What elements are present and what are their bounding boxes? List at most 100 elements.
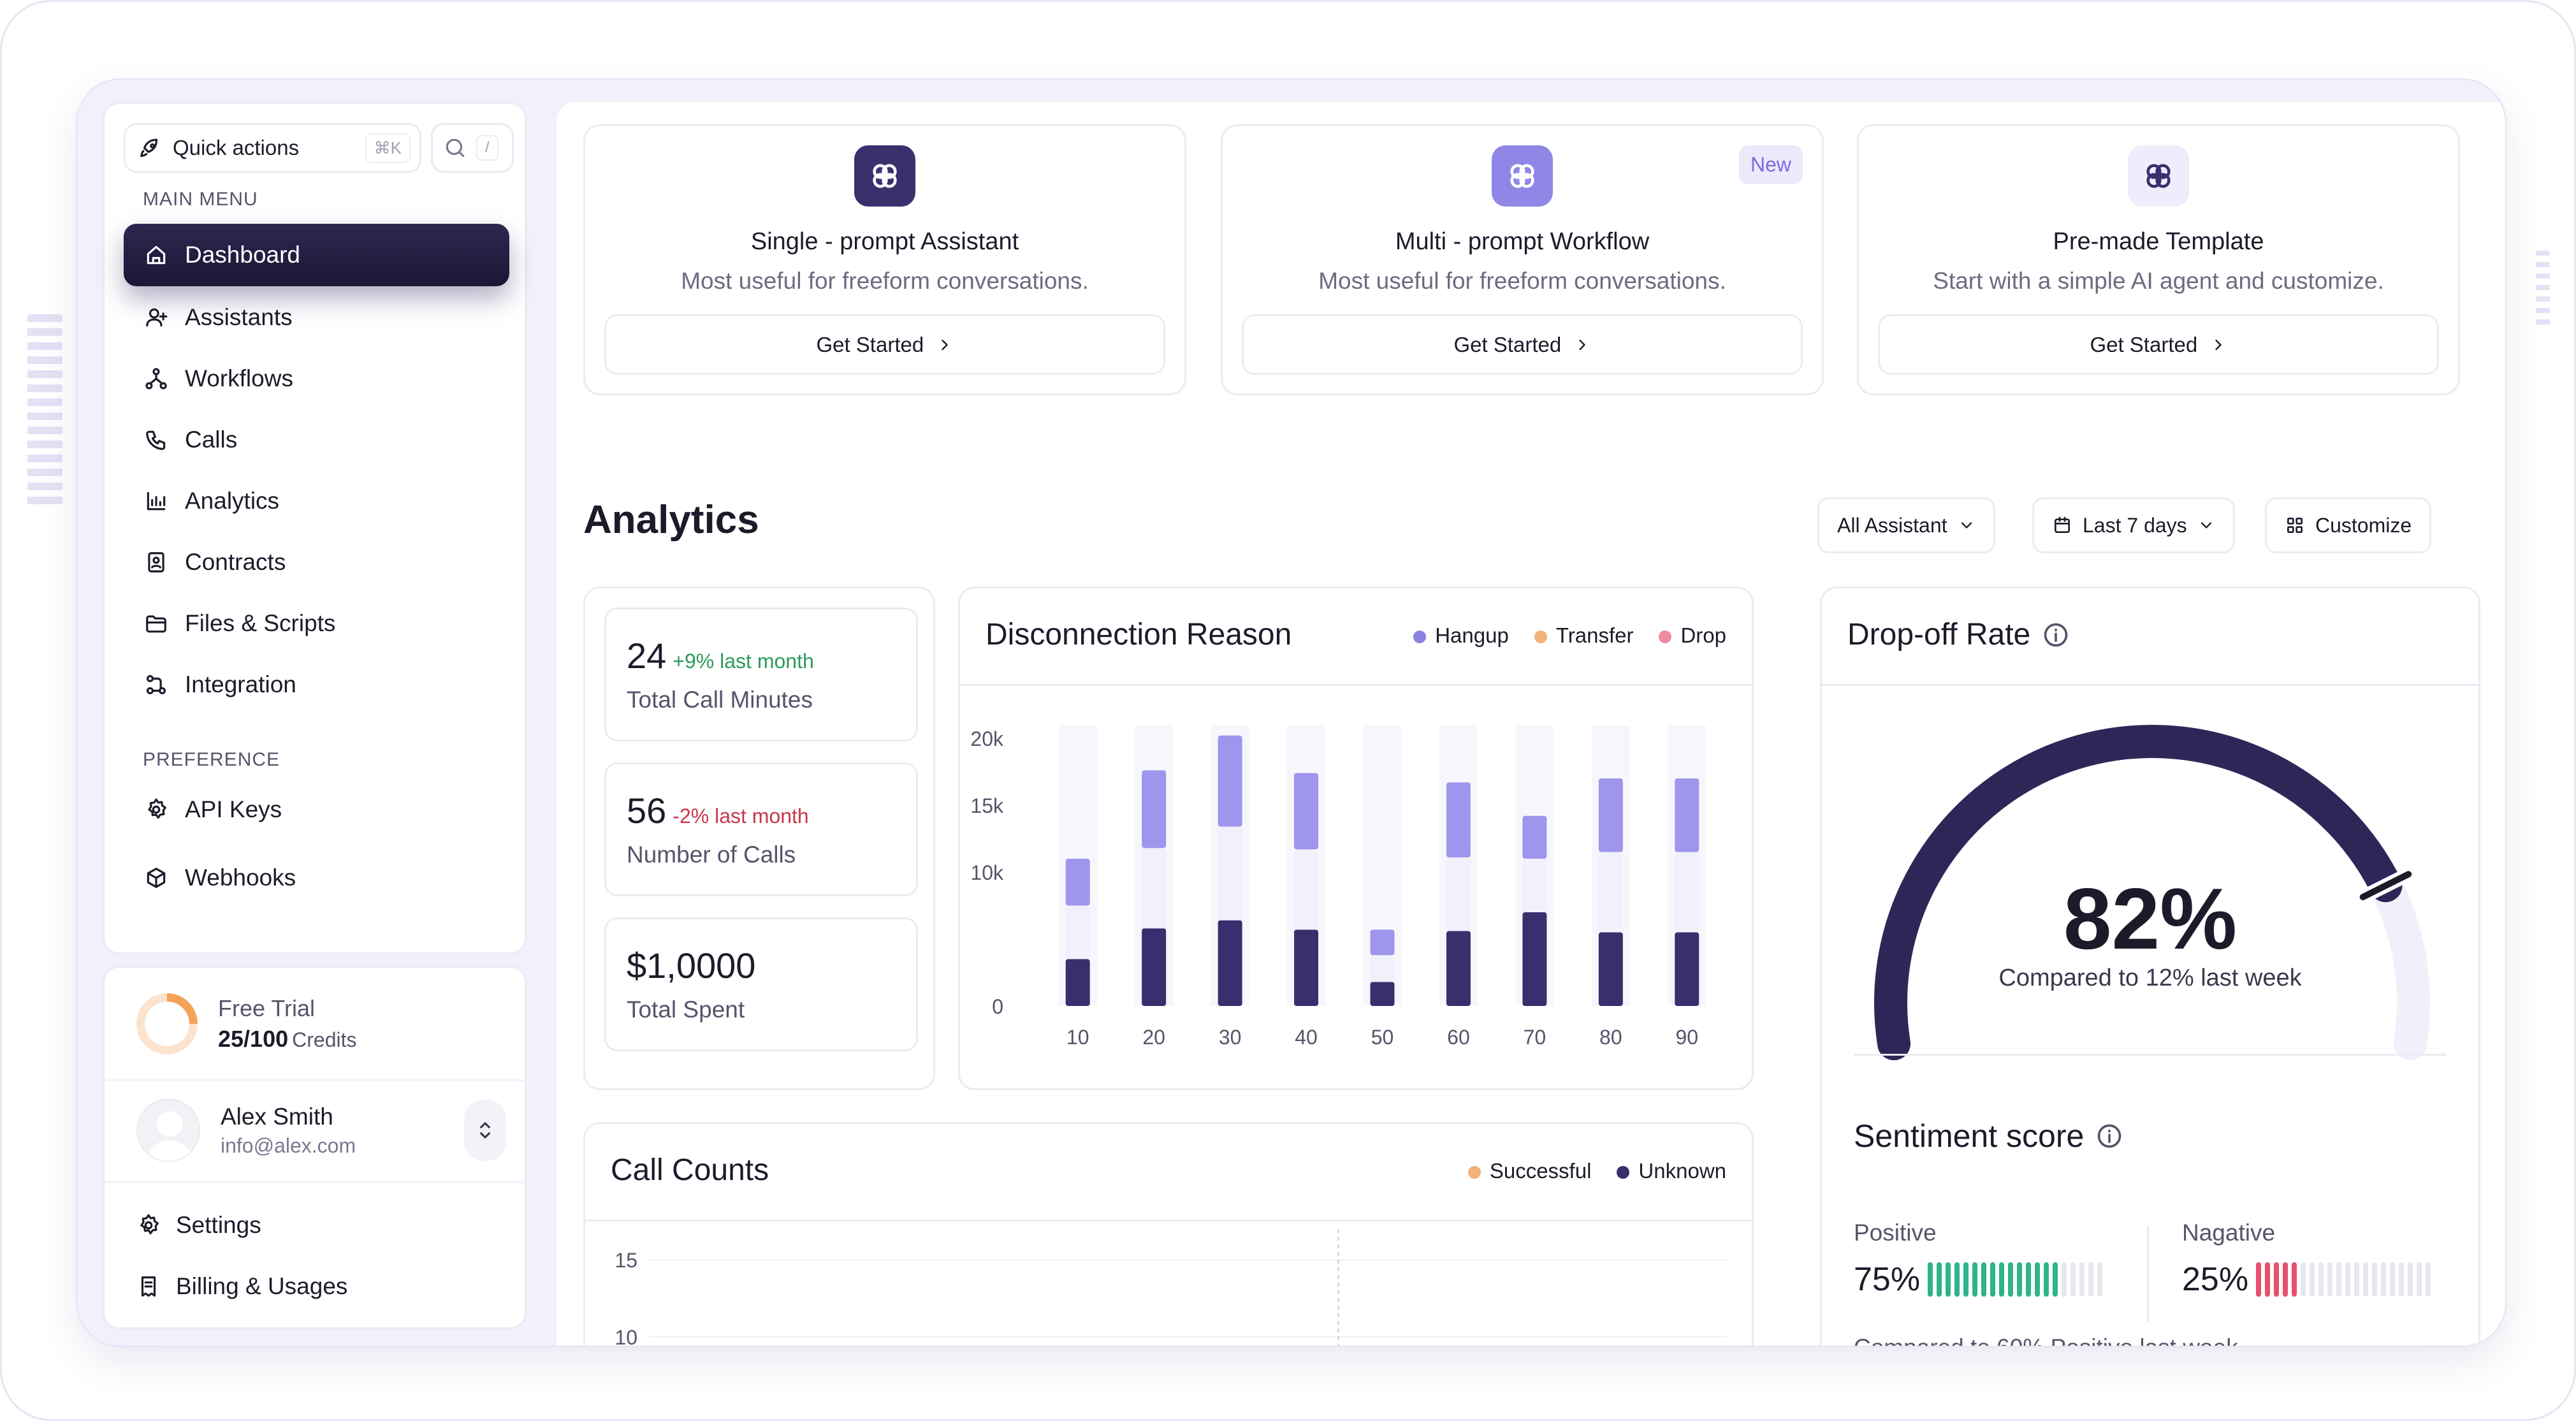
template-card-single: Single - prompt Assistant Most useful fo… — [583, 124, 1186, 395]
sidebar-item-label: Assistants — [185, 304, 293, 330]
divider — [105, 1181, 525, 1183]
bar-segment-drop — [1522, 815, 1547, 859]
meter-tick — [1928, 1262, 1933, 1297]
bar-segment-transfer — [1065, 905, 1090, 959]
date-range-dropdown[interactable]: Last 7 days — [2032, 497, 2235, 553]
sidebar-item-api-keys[interactable]: API Keys — [124, 778, 509, 841]
sidebar-item-label: Dashboard — [185, 242, 301, 268]
bar-segment-transfer — [1675, 852, 1699, 933]
x-tick-label: 10 — [1066, 1026, 1089, 1049]
sidebar-item-webhooks[interactable]: Webhooks — [124, 847, 509, 909]
bar-segment-drop — [1598, 778, 1623, 852]
chevron-right-icon — [941, 339, 948, 350]
call-counts-card: Call Counts Successful Unknown 5 10 15 — [583, 1122, 1754, 1346]
sidebar-item-analytics[interactable]: Analytics — [124, 470, 509, 532]
bar-segment-transfer — [1294, 849, 1319, 930]
sidebar-item-label: Calls — [185, 426, 238, 453]
search-button[interactable]: / — [431, 123, 514, 173]
dropoff-gauge — [1874, 725, 2430, 1060]
sidebar-item-calls[interactable]: Calls — [124, 409, 509, 471]
stat-value: 24 — [627, 636, 667, 676]
folder-icon — [143, 610, 170, 637]
user-profile[interactable]: Alex Smith info@alex.com — [136, 1095, 506, 1165]
x-tick-label: 20 — [1142, 1026, 1165, 1049]
bar-segment-transfer — [1598, 852, 1623, 933]
sidebar-item-label: Analytics — [185, 488, 280, 514]
meter-tick — [2301, 1262, 2306, 1297]
meter-tick — [2062, 1262, 2067, 1297]
settings-link[interactable]: Settings — [136, 1200, 261, 1251]
meter-tick — [2345, 1262, 2351, 1297]
negative-label: Nagative — [2182, 1220, 2276, 1246]
x-tick-label: 90 — [1675, 1026, 1698, 1049]
bar-segment-drop — [1218, 735, 1242, 827]
sidebar-item-label: Integration — [185, 671, 296, 697]
divider — [585, 1220, 1752, 1221]
info-icon[interactable] — [2095, 1122, 2123, 1150]
sidebar-item-integration[interactable]: Integration — [124, 653, 509, 716]
meter-tick — [1999, 1262, 2005, 1297]
sidebar-item-workflows[interactable]: Workflows — [124, 347, 509, 410]
meter-tick — [2292, 1262, 2297, 1297]
sentiment-footer: Compared to 60% Positive last week — [1854, 1334, 2238, 1346]
legend-item-successful: Successful — [1467, 1159, 1591, 1183]
main-content: Single - prompt Assistant Most useful fo… — [557, 102, 2505, 1346]
legend-item-transfer: Transfer — [1534, 623, 1633, 648]
meter-tick — [2026, 1262, 2032, 1297]
meter-tick — [2408, 1262, 2413, 1297]
get-started-button[interactable]: Get Started — [1878, 314, 2439, 375]
meter-tick — [2372, 1262, 2378, 1297]
disconnection-legend: Hangup Transfer Drop — [1413, 623, 1726, 648]
get-started-button[interactable]: Get Started — [1242, 314, 1803, 375]
meter-tick — [1963, 1262, 1969, 1297]
sentiment-positive: Positive 75% — [1854, 1220, 2103, 1299]
meter-tick — [2327, 1262, 2333, 1297]
new-badge: New — [1738, 145, 1803, 184]
stat-delta: -2% last month — [673, 805, 809, 827]
positive-label: Positive — [1854, 1220, 1937, 1246]
meter-tick — [1946, 1262, 1951, 1297]
x-tick-label: 40 — [1295, 1026, 1318, 1049]
template-description: Most useful for freeform conversations. — [681, 268, 1089, 294]
info-icon[interactable] — [2042, 621, 2070, 649]
sidebar-item-label: API Keys — [185, 796, 282, 822]
quick-actions-shortcut: ⌘K — [365, 133, 411, 163]
billing-link[interactable]: Billing & Usages — [136, 1261, 347, 1312]
legend-item-hangup: Hangup — [1413, 623, 1509, 648]
divider — [2147, 1226, 2149, 1322]
quick-actions-button[interactable]: Quick actions ⌘K — [124, 123, 421, 173]
decor-lines-left — [27, 314, 62, 506]
sidebar-item-files[interactable]: Files & Scripts — [124, 592, 509, 655]
sidebar-item-assistants[interactable]: Assistants — [124, 286, 509, 349]
bar-segment-hangup — [1218, 920, 1242, 1006]
x-tick-label: 80 — [1599, 1026, 1622, 1049]
receipt-icon — [136, 1274, 161, 1299]
dropoff-title-row: Drop-off Rate — [1847, 617, 2070, 652]
meter-tick — [1981, 1262, 1987, 1297]
dropoff-rate-card: Drop-off Rate 82% Compared to 12% last w… — [1820, 587, 2480, 1346]
sidebar: Quick actions ⌘K / MAIN MENU Dashboard A… — [103, 102, 527, 954]
account-switch-button[interactable] — [464, 1100, 506, 1161]
template-description: Most useful for freeform conversations. — [1318, 268, 1726, 294]
customize-button[interactable]: Customize — [2265, 497, 2432, 553]
template-card-premade: Pre-made Template Start with a simple AI… — [1857, 124, 2460, 395]
rocket-icon — [140, 138, 158, 157]
sidebar-item-contracts[interactable]: Contracts — [124, 531, 509, 594]
meter-tick — [2310, 1262, 2315, 1297]
assistant-filter-dropdown[interactable]: All Assistant — [1817, 497, 1995, 553]
chevron-down-icon — [2201, 522, 2211, 528]
stat-total-spent: $1,0000 Total Spent — [604, 917, 918, 1051]
x-tick-label: 30 — [1219, 1026, 1242, 1049]
workflow-icon — [143, 365, 170, 392]
user-name: Alex Smith — [221, 1103, 333, 1130]
bar-segment-drop — [1142, 770, 1167, 849]
main-menu-label: MAIN MENU — [143, 189, 258, 210]
bar-segment-transfer — [1218, 826, 1242, 921]
meter-tick — [2283, 1262, 2289, 1297]
sidebar-item-dashboard[interactable]: Dashboard — [124, 224, 509, 286]
bar-segment-drop — [1370, 929, 1395, 956]
get-started-button[interactable]: Get Started — [604, 314, 1165, 375]
y-tick-label: 15 — [615, 1249, 637, 1272]
assistant-filter-label: All Assistant — [1837, 513, 1947, 537]
bar-segment-drop — [1294, 773, 1319, 850]
